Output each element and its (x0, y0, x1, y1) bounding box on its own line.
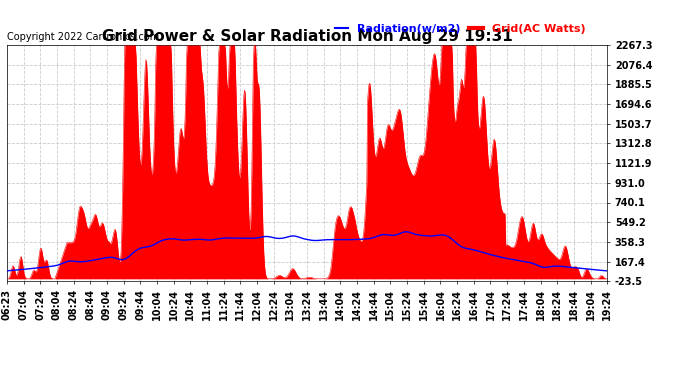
Title: Grid Power & Solar Radiation Mon Aug 29 19:31: Grid Power & Solar Radiation Mon Aug 29 … (101, 29, 513, 44)
Legend: Radiation(w/m2), Grid(AC Watts): Radiation(w/m2), Grid(AC Watts) (331, 20, 590, 39)
Text: Copyright 2022 Cartronics.com: Copyright 2022 Cartronics.com (7, 32, 159, 42)
